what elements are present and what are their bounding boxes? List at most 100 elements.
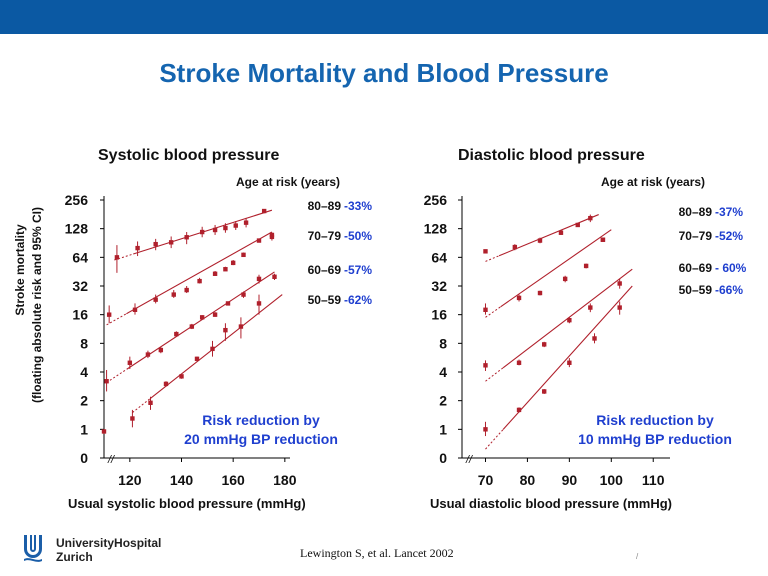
panel2-series-2-point [541, 342, 547, 347]
panel1-series-1-point [106, 312, 112, 317]
panel1-series-3-point [256, 301, 262, 306]
panel2-series-3-point [483, 427, 488, 432]
panel1-series-0-point [233, 223, 238, 228]
panel2-series-0-fit-line [498, 214, 599, 257]
panel1-series-0-point [168, 240, 174, 245]
panel1-y-tick-label: 16 [72, 307, 88, 323]
panel2-y-tick-label: 128 [424, 221, 448, 237]
panel2-series-0-point [575, 222, 580, 228]
panel1-chart-title: Systolic blood pressure [98, 147, 279, 164]
panel2-series-2-point [617, 281, 622, 286]
panel2-y-tick-label: 8 [439, 335, 447, 351]
panel2-series-1-point [562, 276, 568, 282]
panel1-series-3-point [194, 356, 200, 362]
panel2-series-0-fit-dashed [485, 255, 500, 262]
panel2-series-3-point [541, 389, 547, 394]
panel1-series-3-point [163, 381, 169, 387]
panel1-series-3-point [238, 324, 244, 329]
panel2-series-2-point [567, 317, 572, 323]
panel2-series-1-point [537, 290, 543, 296]
panel1-series-2-fit-line [126, 271, 275, 370]
panel2-y-tick-label: 256 [424, 192, 448, 208]
panel1-series-3-point [210, 346, 215, 352]
panel1-axis-break-mark: // [107, 454, 115, 466]
panel2-legend-age-3: 50–59 [679, 283, 713, 297]
panel1-series-1-fit-line [126, 231, 273, 315]
panel2-y-tick-label: 0 [439, 450, 447, 466]
panel1-series-0-fit-dashed [114, 253, 134, 261]
panel2-axis-break-mark: // [465, 454, 473, 466]
panel1-series-2-point [241, 292, 246, 297]
panel1-series-2-fit-dashed [106, 368, 128, 383]
panel1-series-2-point [158, 347, 164, 353]
panel2-x-tick-label: 90 [562, 472, 578, 488]
panel1-series-2-point [145, 352, 151, 357]
panel1-y-tick-label: 4 [80, 364, 88, 380]
panel1-legend-reduction-3: -62% [344, 293, 372, 307]
panel1-series-1-point [132, 307, 138, 312]
panel1-series-1-point [256, 238, 262, 243]
panel2-legend-reduction-3: -66% [715, 283, 743, 297]
panel1-y-tick-label: 2 [80, 393, 88, 409]
panel2-y-tick-label: 64 [431, 249, 447, 265]
panel1-series-2-point [174, 331, 179, 337]
university-hospital-logo-icon [22, 533, 44, 565]
panel1-annotation-line1: Risk reduction by [202, 412, 320, 428]
panel1-x-tick-label: 120 [118, 472, 142, 488]
panel1-series-2-point [127, 360, 133, 365]
panel1-legend-reduction-1: -50% [344, 229, 372, 243]
panel1-series-1-point [197, 278, 202, 284]
panel1-series-3-point [148, 400, 153, 405]
panel1-x-tick-label: 140 [170, 472, 194, 488]
panel1-series-1-point [171, 292, 176, 297]
panel1-y-tick-label: 0 [80, 450, 88, 466]
logo-line2: Zurich [56, 550, 93, 564]
panel2-legend-reduction-2: - 60% [715, 261, 747, 275]
panel1-y-tick-label: 256 [65, 192, 89, 208]
panel2-series-2-fit-dashed [485, 367, 504, 382]
panel1-series-3-point [101, 429, 107, 434]
panel1-series-2-point [189, 324, 195, 329]
panel1-x-axis-label: Usual systolic blood pressure (mmHg) [68, 496, 306, 511]
panel1-series-2-point [225, 301, 231, 306]
panel2-y-tick-label: 4 [439, 364, 447, 380]
panel1-x-tick-label: 160 [221, 472, 245, 488]
panel2-legend-age-1: 70–79 [679, 229, 713, 243]
panel2-series-0-point [558, 230, 564, 235]
panel1-series-2-point [199, 315, 205, 320]
panel2-y-tick-label: 1 [439, 421, 447, 437]
panel2-series-1-point [516, 295, 522, 301]
panel1-series-3-point [179, 374, 184, 379]
panel1-series-1-point [223, 267, 228, 272]
panel2-series-3-point [617, 305, 622, 310]
panel2-legend-reduction-0: -37% [715, 205, 743, 219]
panel2-series-3-point [567, 360, 572, 365]
panel1-series-3-point [130, 416, 135, 421]
panel1-y-tick-label: 1 [80, 421, 88, 437]
panel1-series-0-point [153, 241, 158, 247]
panel2-annotation-line2: 10 mmHg BP reduction [578, 431, 732, 447]
panel2-chart-title: Diastolic blood pressure [458, 147, 645, 164]
panel1-series-0-point [114, 255, 120, 260]
slide-title: Stroke Mortality and Blood Pressure [159, 58, 609, 88]
panel1-series-2-point [104, 379, 109, 384]
panel1-series-0-point [243, 220, 249, 225]
panel1-series-3-point [223, 327, 228, 333]
panel1-series-2-point [256, 276, 262, 282]
panel1-legend-age-2: 60–69 [308, 263, 342, 277]
panel1-series-3-fit-line [150, 294, 283, 399]
panel1-x-tick-label: 180 [273, 472, 297, 488]
panel2-series-2-point [483, 363, 488, 368]
panel2-series-1-point [583, 263, 589, 269]
panel1-series-1-point [212, 271, 218, 276]
panel2-y-tick-label: 2 [439, 393, 447, 409]
panel1-legend-reduction-0: -33% [344, 199, 372, 213]
panel1-series-3-fit-dashed [132, 398, 151, 413]
panel1-legend-title: Age at risk (years) [236, 175, 340, 189]
panel2-series-2-point [516, 360, 522, 365]
panel1-series-1-point [230, 260, 236, 266]
panel2-legend-age-0: 80–89 [679, 205, 713, 219]
panel1-series-0-point [184, 235, 189, 240]
panel1-series-0-point [212, 227, 218, 233]
